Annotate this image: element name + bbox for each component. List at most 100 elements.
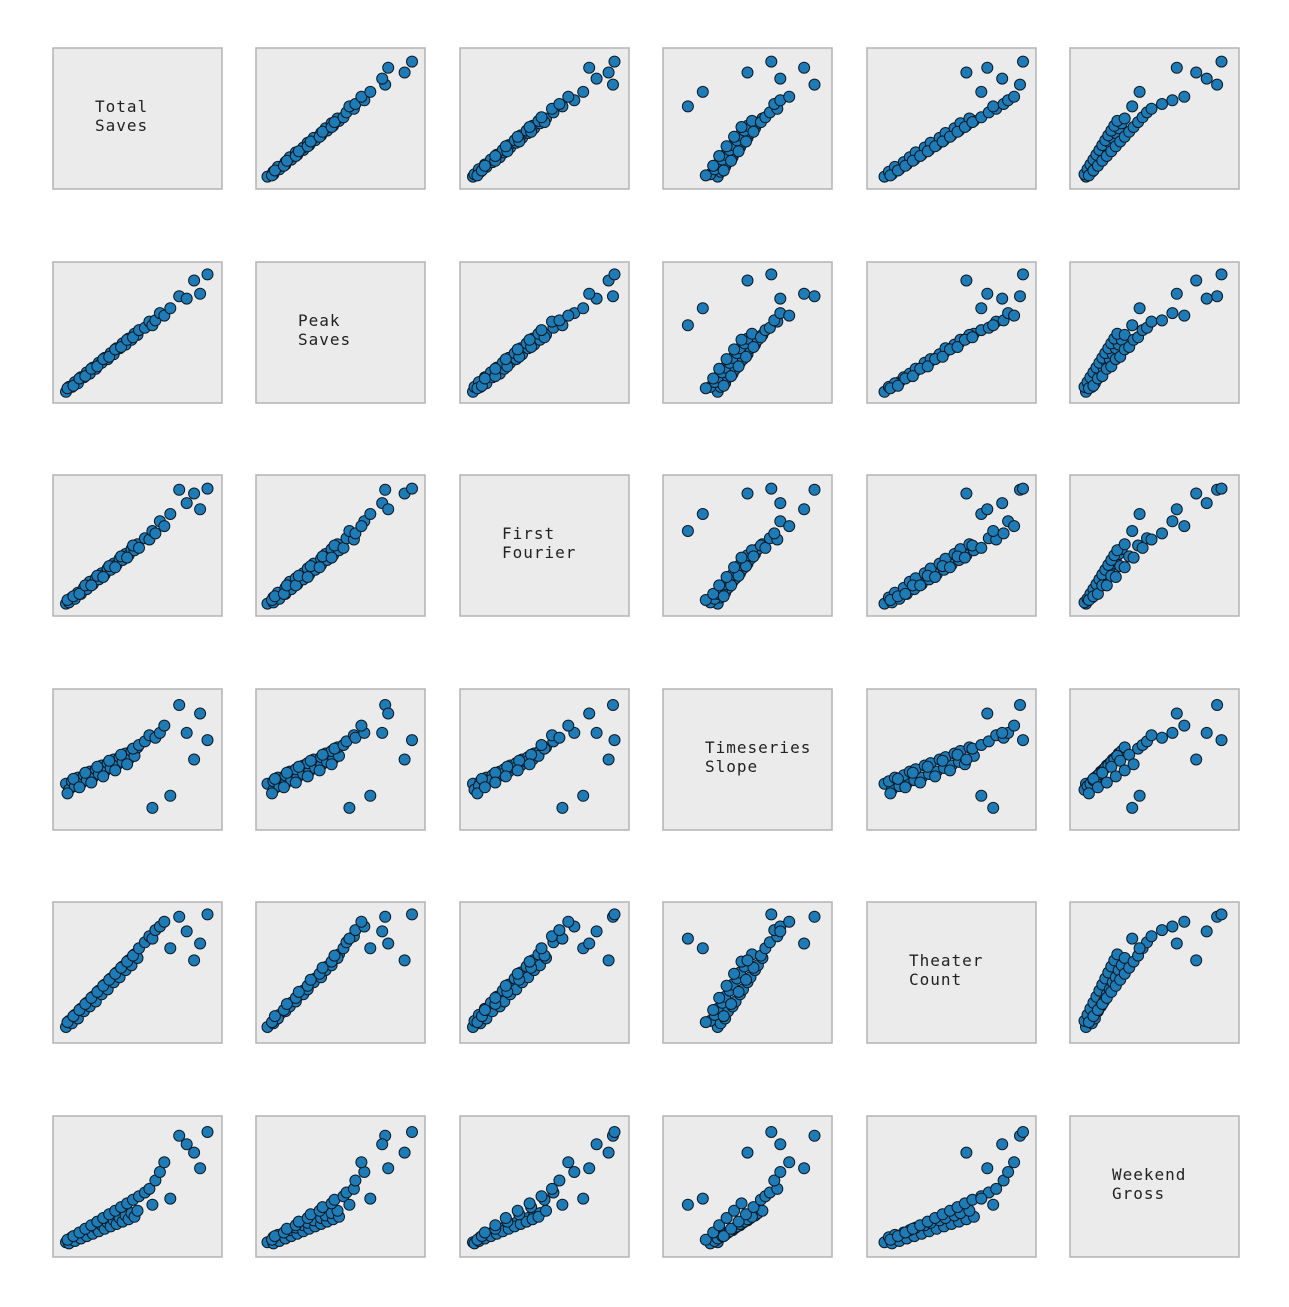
- scatter-point: [1166, 307, 1179, 320]
- scatter-point: [188, 1146, 201, 1159]
- scatter-point: [556, 801, 569, 814]
- scatter-point: [304, 754, 317, 767]
- scatter-point: [164, 789, 177, 802]
- panel-peak-saves-vs-theater-count: [866, 261, 1037, 404]
- scatter-point: [268, 772, 281, 785]
- scatter-point: [975, 302, 988, 315]
- scatter-point: [590, 1138, 603, 1151]
- scatter-point: [1017, 1126, 1029, 1138]
- scatter-point: [489, 991, 502, 1004]
- scatter-point: [1190, 487, 1203, 500]
- scatter-point: [280, 766, 293, 779]
- scatter-point: [382, 707, 395, 720]
- panel-peak-saves-vs-weekend-gross: [1069, 261, 1240, 404]
- scatter-point: [713, 362, 726, 375]
- scatter-point: [103, 754, 116, 767]
- scatter-point: [720, 353, 733, 366]
- scatter-point: [1014, 290, 1026, 303]
- scatter-point: [728, 1204, 741, 1217]
- scatter-point: [1211, 699, 1224, 711]
- scatter-point: [707, 159, 720, 172]
- scatter-point: [201, 482, 214, 495]
- scatter-point: [1008, 309, 1021, 322]
- scatter-point: [765, 482, 778, 495]
- scatter-point: [489, 362, 502, 375]
- scatter-point: [921, 760, 934, 773]
- scatter-point: [740, 350, 752, 363]
- scatter-point: [379, 483, 392, 496]
- scatter-point: [1123, 748, 1136, 761]
- diagonal-label-line: Peak: [298, 311, 341, 330]
- scatter-point: [499, 353, 512, 366]
- scatter-point: [891, 772, 904, 785]
- panel-first-fourier-vs-theater-count: [866, 474, 1037, 617]
- scatter-point: [1211, 78, 1224, 91]
- scatter-point: [91, 760, 104, 773]
- scatter-point: [121, 758, 134, 771]
- scatter-point: [783, 1156, 796, 1169]
- scatter-point: [180, 726, 193, 739]
- scatter-point: [774, 497, 787, 510]
- scatter-point: [608, 268, 621, 281]
- scatter-point: [131, 1204, 144, 1217]
- scatter-point: [1200, 497, 1213, 510]
- scatter-point: [774, 1166, 787, 1178]
- scatter-point: [720, 979, 733, 992]
- scatter-point: [602, 1146, 615, 1159]
- scatter-point: [899, 587, 912, 600]
- scatter-point: [607, 699, 619, 711]
- scatter-point: [349, 1174, 362, 1187]
- scatter-point: [201, 268, 214, 281]
- scatter-point: [499, 979, 512, 992]
- scatter-point: [499, 770, 512, 783]
- scatter-point: [914, 776, 927, 789]
- scatter-point: [960, 66, 973, 79]
- scatter-point: [355, 915, 368, 928]
- scatter-point: [1126, 319, 1139, 332]
- scatter-point: [535, 111, 548, 124]
- scatter-point: [1133, 942, 1146, 955]
- panel-peak-saves-vs-total-saves: [52, 261, 223, 404]
- scatter-point: [194, 287, 207, 300]
- scatter-point: [717, 1010, 730, 1023]
- scatter-point: [696, 508, 709, 520]
- scatter-point: [707, 587, 720, 600]
- scatter-point: [1190, 954, 1203, 967]
- scatter-point: [313, 764, 326, 777]
- scatter-point: [109, 764, 122, 777]
- scatter-point: [735, 1197, 748, 1210]
- scatter-point: [717, 590, 730, 603]
- panel-background: [255, 261, 426, 404]
- panel-first-fourier-vs-timeseries-slope: [662, 474, 833, 617]
- scatter-point: [316, 748, 329, 761]
- scatter-point: [808, 1129, 821, 1142]
- scatter-point: [1118, 538, 1131, 551]
- panel-theater-count-vs-first-fourier: [459, 901, 630, 1044]
- scatter-point: [511, 764, 524, 777]
- scatter-point: [1156, 98, 1168, 110]
- scatter-point: [164, 508, 177, 520]
- scatter-point: [996, 497, 1009, 510]
- scatter-point: [328, 949, 341, 962]
- scatter-point: [562, 309, 575, 322]
- scatter-point: [808, 78, 821, 91]
- scatter-point: [553, 731, 566, 744]
- scatter-point: [996, 726, 1009, 739]
- scatter-point: [523, 1197, 536, 1210]
- scatter-point: [1118, 112, 1131, 125]
- panel-timeseries-slope-vs-first-fourier: [459, 688, 630, 831]
- scatter-point: [316, 961, 329, 974]
- panel-background: [662, 1115, 833, 1258]
- scatter-point: [783, 90, 796, 103]
- scatter-point: [1200, 925, 1213, 938]
- scatter-point: [720, 1212, 733, 1224]
- scatter-point: [1008, 90, 1021, 103]
- scatter-point: [1017, 482, 1029, 495]
- scatter-point: [67, 772, 80, 785]
- scatter-point: [798, 61, 811, 74]
- scatter-point: [376, 726, 389, 739]
- scatter-point: [268, 1010, 281, 1023]
- scatter-point: [535, 1190, 548, 1203]
- scatter-point: [732, 1215, 745, 1228]
